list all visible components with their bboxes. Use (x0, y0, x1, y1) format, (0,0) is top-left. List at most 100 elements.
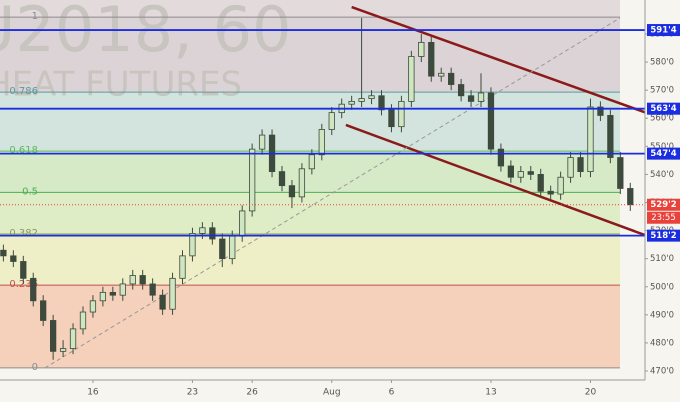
candle-body (577, 157, 584, 173)
watermark-symbol: U2018, 60 (0, 0, 291, 66)
candle-body (318, 129, 325, 156)
candle-body (199, 227, 206, 234)
candle-body (129, 275, 136, 285)
level-tag (647, 102, 680, 115)
candle-body (288, 185, 296, 198)
candle-body (249, 148, 256, 212)
candle-body (49, 320, 57, 352)
y-tick-label: 470'0 (650, 367, 674, 377)
candle-body (497, 148, 505, 167)
candle-body (557, 176, 564, 195)
candle-body (408, 56, 415, 102)
candle-body (328, 112, 335, 130)
y-tick-label: 580'0 (650, 58, 674, 68)
candle-body (229, 235, 236, 260)
candle-body (358, 98, 365, 102)
last-time-label: 23:55 (651, 213, 676, 223)
candle-body (627, 188, 634, 206)
y-tick-label: 480'0 (650, 338, 674, 348)
candle-body (209, 227, 216, 240)
candle-body (59, 348, 67, 352)
candle-body (617, 157, 624, 189)
candle-body (418, 42, 425, 57)
trend-line (345, 123, 645, 237)
x-tick-label: 13 (485, 388, 496, 398)
candle-body (597, 106, 604, 116)
fib-zone-top (0, 0, 620, 18)
x-tick-label: 6 (389, 388, 395, 398)
fib-label: 0.5 (22, 186, 38, 197)
candle-body (537, 174, 544, 192)
candle-body (20, 261, 27, 279)
last-price-tag (647, 198, 680, 211)
fib-label: 0.382 (9, 228, 38, 239)
watermark-name: HEAT FUTURES (0, 65, 242, 105)
candle-body (239, 210, 246, 237)
candle-body (0, 249, 7, 257)
candle-body (258, 134, 266, 150)
candle-body (139, 275, 146, 285)
candle-body (278, 171, 286, 187)
candle-body (388, 109, 395, 128)
fib-zone (0, 233, 620, 286)
candle-body (40, 300, 47, 321)
candle-body (79, 311, 87, 330)
candle-body (507, 165, 515, 178)
candle-body (438, 72, 445, 77)
fib-label: 0.618 (9, 145, 38, 156)
x-tick-label: 26 (246, 388, 258, 398)
y-tick-label: 500'0 (650, 282, 674, 292)
candle-body (179, 255, 186, 279)
fib-zone (0, 92, 620, 152)
candle-body (368, 95, 375, 99)
candle-body (189, 232, 196, 257)
candle-body (487, 92, 495, 150)
candle-body (448, 72, 455, 85)
candle-body (398, 100, 405, 128)
candle-body (159, 294, 166, 310)
y-tick-label: 490'0 (650, 310, 674, 320)
fib-label: 1 (32, 11, 38, 22)
candle-body (308, 154, 315, 170)
level-tag (647, 229, 680, 242)
fib-label: 0.236 (9, 279, 38, 290)
fib-zone (0, 192, 620, 234)
y-tick-label: 570'0 (650, 86, 674, 96)
level-tag-label: 547'4 (650, 149, 676, 159)
candle-body (149, 283, 156, 296)
candle-body (99, 291, 107, 302)
x-tick-label: Aug (323, 388, 341, 398)
y-tick-label: 540'0 (650, 170, 674, 180)
y-tick-label: 550'0 (650, 142, 674, 152)
fib-label: 0.786 (9, 86, 38, 97)
candle-body (428, 42, 435, 77)
last-price-tag-label: 529'2 (650, 200, 676, 210)
candle-body (69, 328, 77, 349)
trend-line (351, 5, 645, 114)
candle-body (457, 84, 465, 97)
candle-body (109, 291, 116, 296)
candle-body (477, 92, 485, 102)
level-tag (647, 24, 680, 37)
candle-body (30, 277, 37, 302)
level-tag-label: 518'2 (650, 231, 676, 241)
level-tag (647, 147, 680, 160)
candle-body (298, 168, 306, 198)
candle-body (527, 171, 534, 175)
candle-body (567, 157, 574, 178)
x-tick-label: 23 (187, 388, 198, 398)
candle-body (547, 190, 554, 195)
y-tick-label: 560'0 (650, 114, 674, 124)
candle-body (587, 106, 594, 173)
candle-body (89, 300, 97, 313)
candle-body (119, 283, 126, 296)
last-time-tag (647, 211, 680, 224)
trend-line (44, 17, 621, 369)
x-tick-label: 16 (87, 388, 99, 398)
candle-body (219, 238, 226, 260)
level-tag-label: 591'4 (650, 26, 676, 36)
candle-body (517, 171, 524, 178)
candle-body (378, 95, 385, 111)
